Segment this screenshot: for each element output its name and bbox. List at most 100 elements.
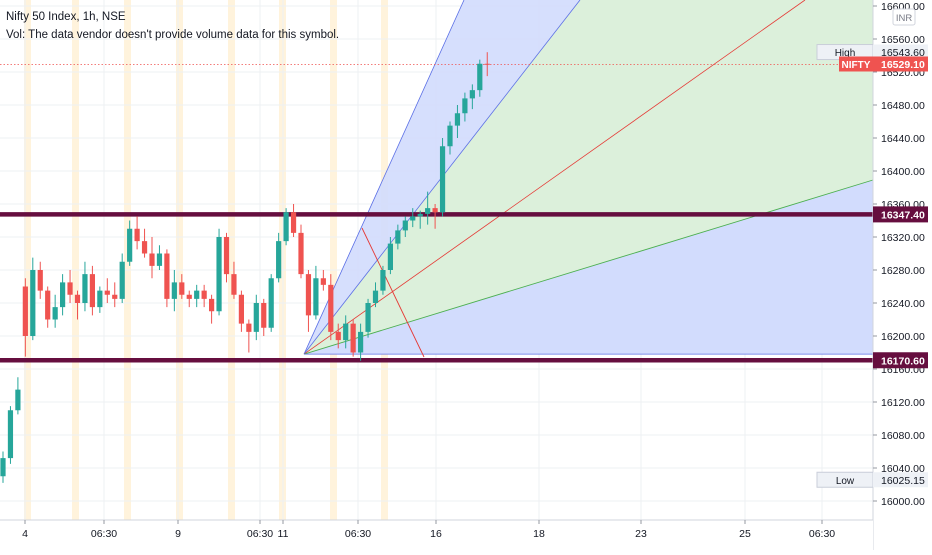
candle (380, 265, 386, 295)
candle-body (246, 323, 252, 332)
time-tick-label: 06:30 (91, 528, 117, 540)
candle-body (454, 113, 461, 126)
candle (395, 224, 401, 250)
candle-body (0, 458, 6, 477)
time-tick-label: 18 (533, 528, 545, 540)
candle (82, 261, 88, 312)
candle-body (104, 290, 110, 295)
candle-body (194, 290, 200, 299)
candle-body (30, 270, 36, 336)
candle-body (290, 212, 297, 233)
candle-body (320, 278, 326, 285)
candle (37, 261, 43, 299)
candle-body (209, 298, 215, 312)
price-axis-background (873, 0, 932, 550)
price-tick-label: 16080.00 (881, 430, 925, 442)
candle-body (432, 208, 438, 213)
candle (104, 278, 110, 303)
fan-line-4x1 (303, 179, 874, 355)
candle-body (179, 282, 185, 295)
candle-body (156, 253, 163, 266)
candle (149, 237, 155, 279)
price-tick-label: 16040.00 (881, 463, 925, 475)
candle-body (328, 284, 334, 332)
candle (410, 208, 416, 228)
session-band (176, 0, 183, 520)
last-tag-value: 16529.10 (881, 59, 925, 71)
candle-body (276, 241, 282, 279)
price-tick-label: 16560.00 (881, 34, 925, 46)
candle-body (89, 274, 95, 308)
candle-body (74, 294, 81, 303)
candle (156, 245, 163, 270)
volume-note: Vol: The data vendor doesn't provide vol… (6, 29, 340, 41)
candle-body (477, 63, 483, 91)
session-band (72, 0, 79, 520)
time-tick-label: 11 (278, 528, 289, 540)
candle (305, 270, 312, 332)
candle (164, 249, 170, 308)
high-tag-value: 16543.60 (881, 47, 925, 59)
candle-body (164, 253, 170, 299)
candle (119, 253, 125, 303)
candle (298, 224, 304, 279)
candle-body (305, 274, 312, 316)
currency-label: INR (896, 13, 913, 24)
candle-body (52, 307, 58, 320)
candle-body (298, 232, 304, 275)
session-band (330, 0, 337, 520)
time-tick-label: 23 (635, 528, 647, 540)
candle (477, 59, 483, 97)
candle-body (425, 208, 431, 214)
candle-body (253, 303, 259, 332)
candle-body (261, 303, 267, 328)
last-tag-label: NIFTY (842, 60, 871, 71)
chart-legend: Nifty 50 Index, 1h, NSE Vol: The data ve… (6, 8, 339, 44)
candle-body (15, 389, 21, 411)
candle (365, 298, 371, 338)
candle (89, 265, 95, 316)
low-value-box (873, 472, 928, 488)
candle-body (45, 290, 51, 320)
candle (268, 274, 274, 332)
candle (74, 290, 81, 320)
candle (253, 294, 259, 341)
candle (283, 208, 289, 246)
candle (372, 282, 379, 308)
time-tick-label: 4 (22, 528, 28, 540)
candle-body (238, 294, 244, 324)
candle (141, 228, 148, 258)
price-tick-label: 16400.00 (881, 166, 925, 178)
level-tag-value: 16170.60 (881, 355, 925, 367)
candle-body (343, 323, 349, 341)
candle (358, 323, 364, 361)
candle (67, 270, 73, 303)
candle-body (82, 274, 88, 303)
candle-body (149, 253, 155, 266)
time-tick-label: 16 (430, 528, 442, 540)
price-tick-label: 16120.00 (881, 397, 925, 409)
candle-body (171, 282, 177, 299)
candle-body (283, 212, 289, 242)
candle-body (402, 220, 408, 231)
symbol-title: Nifty 50 Index, 1h, NSE (6, 11, 126, 23)
candle-body (216, 237, 222, 312)
candle (246, 319, 252, 353)
candle-body (119, 261, 125, 299)
candle (350, 319, 356, 357)
price-tick-label: 16280.00 (881, 265, 925, 277)
price-tick-label: 16000.00 (881, 496, 925, 508)
candle (484, 52, 490, 77)
candle-body (67, 282, 73, 295)
candle-body (112, 294, 118, 299)
candle-body (231, 274, 237, 295)
time-tick-label: 9 (175, 528, 181, 540)
candle (276, 232, 282, 283)
candle (179, 274, 185, 299)
candle-body (141, 241, 148, 254)
candle (22, 278, 28, 357)
price-tick-label: 16200.00 (881, 331, 925, 343)
candle-body (201, 290, 207, 299)
